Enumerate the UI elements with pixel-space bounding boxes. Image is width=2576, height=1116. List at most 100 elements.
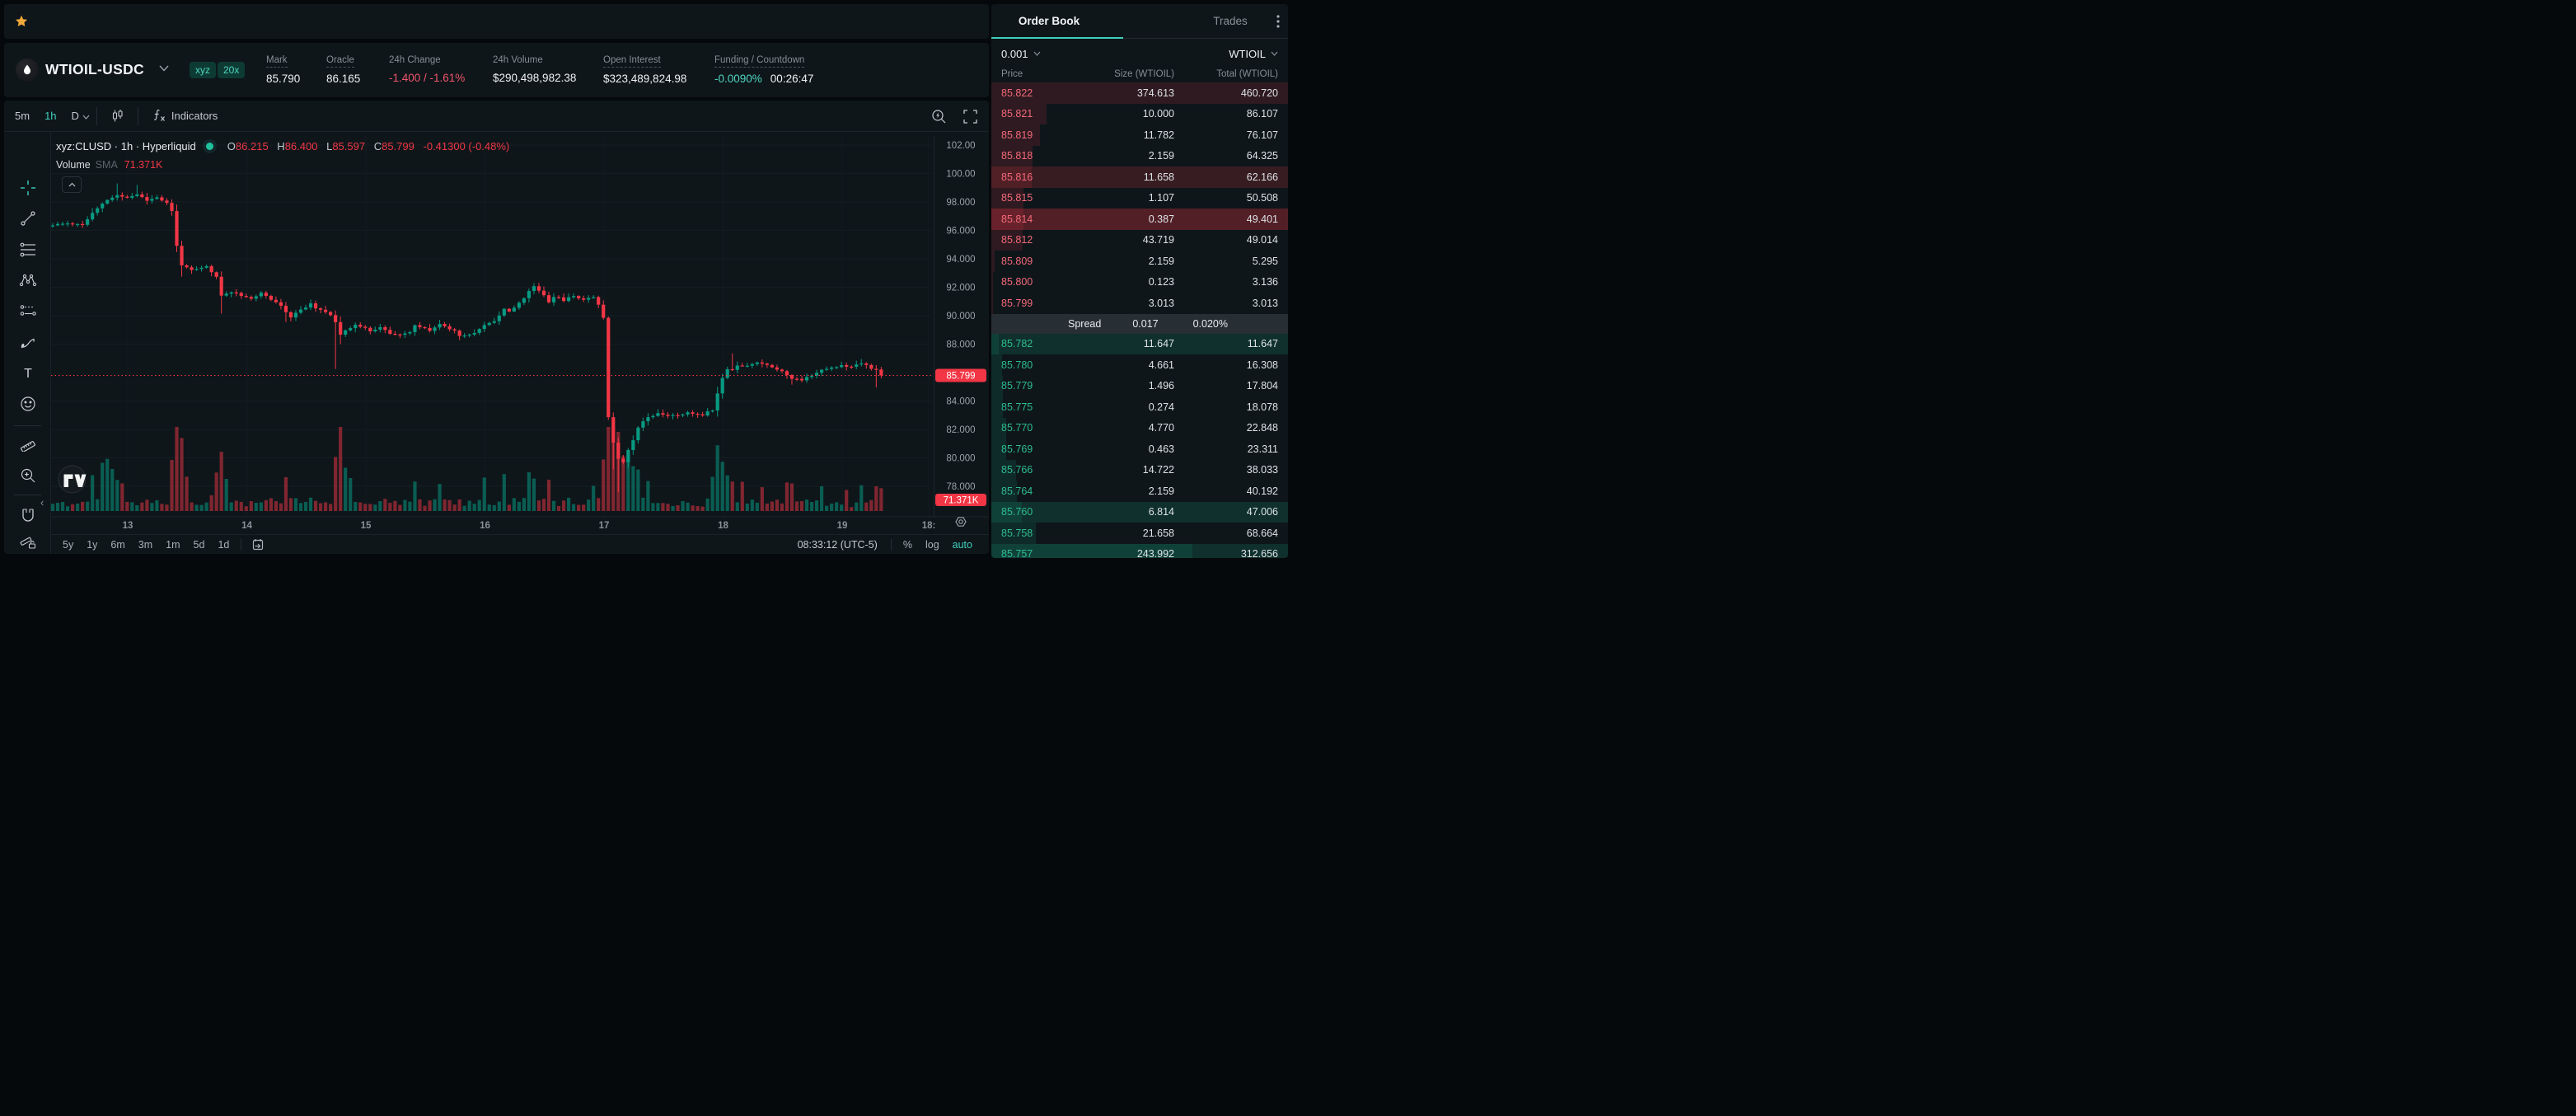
crosshair-tool-icon[interactable]: [20, 180, 36, 196]
ask-total: 460.720: [1240, 87, 1278, 99]
ask-row[interactable]: 85.809 2.159 5.295: [991, 251, 1288, 272]
ask-total: 5.295: [1252, 255, 1278, 267]
collapse-drawing-toolbar-arrow[interactable]: ‹: [40, 496, 44, 509]
ask-row[interactable]: 85.822 374.613 460.720: [991, 82, 1288, 104]
bid-row[interactable]: 85.775 0.274 18.078: [991, 396, 1288, 418]
legend-volume: Volume SMA 71.371K: [56, 159, 163, 171]
trend-line-tool-icon[interactable]: [20, 210, 36, 227]
measure-tool-icon[interactable]: [20, 435, 36, 452]
bid-row[interactable]: 85.764 2.159 40.192: [991, 481, 1288, 502]
bid-row[interactable]: 85.760 6.814 47.006: [991, 501, 1288, 523]
legend-symbol[interactable]: xyz:CLUSD · 1h · Hyperliquid: [56, 140, 196, 152]
brush-tool-icon[interactable]: [20, 334, 36, 350]
log-scale-button[interactable]: log: [925, 538, 939, 551]
unit-select[interactable]: WTIOIL: [1229, 48, 1278, 60]
text-tool-icon[interactable]: T: [20, 365, 36, 382]
range-1d[interactable]: 1d: [218, 538, 230, 551]
interval-5m[interactable]: 5m: [15, 110, 30, 122]
range-1y[interactable]: 1y: [87, 538, 98, 551]
bid-row[interactable]: 85.770 4.770 22.848: [991, 417, 1288, 438]
bid-row[interactable]: 85.780 4.661 16.308: [991, 354, 1288, 376]
bid-total: 68.664: [1246, 527, 1278, 539]
pair-chevron-down-icon[interactable]: [159, 65, 169, 72]
go-to-date-icon[interactable]: [251, 538, 265, 551]
bid-row[interactable]: 85.766 14.722 38.033: [991, 459, 1288, 481]
tab-order-book[interactable]: Order Book: [1018, 15, 1080, 27]
tab-trades[interactable]: Trades: [1213, 15, 1248, 27]
stat-24h-change-value: -1.400 / -1.61%: [389, 72, 466, 84]
interval-1d[interactable]: D: [71, 110, 79, 122]
projection-tool-icon[interactable]: [20, 302, 36, 319]
bid-total: 22.848: [1246, 422, 1278, 434]
ask-depth-bar: [991, 229, 1023, 251]
order-book-asks: 85.822 374.613 460.720 85.821 10.000 86.107 85…: [991, 82, 1288, 314]
bid-price: 85.760: [1001, 506, 1033, 518]
ask-price: 85.815: [1001, 192, 1033, 204]
ask-total: 76.107: [1246, 129, 1278, 141]
bid-row[interactable]: 85.782 11.647 11.647: [991, 333, 1288, 354]
range-5d[interactable]: 5d: [193, 538, 205, 551]
magnet-tool-icon[interactable]: [20, 508, 36, 524]
order-book-column-headers: Price Size (WTIOIL) Total (WTIOIL): [991, 66, 1288, 82]
chevron-down-icon: [1033, 51, 1040, 56]
tick-size-select[interactable]: 0.001: [1001, 48, 1041, 60]
ask-size: 10.000: [1142, 108, 1174, 120]
percent-scale-button[interactable]: %: [902, 538, 912, 551]
ask-row[interactable]: 85.816 11.658 62.166: [991, 166, 1288, 188]
bid-size: 6.814: [1148, 506, 1174, 518]
badge-leverage[interactable]: 20x: [218, 62, 246, 78]
ask-row[interactable]: 85.799 3.013 3.013: [991, 293, 1288, 314]
bid-price: 85.757: [1001, 548, 1033, 558]
xabcd-pattern-tool-icon[interactable]: [20, 272, 36, 288]
range-1m[interactable]: 1m: [166, 538, 180, 551]
svg-text:82.000: 82.000: [946, 425, 975, 435]
bid-price: 85.766: [1001, 464, 1033, 476]
legend-ohlc: O86.215 H86.400 L85.597 C85.799 -0.41300…: [227, 140, 510, 152]
zoom-in-tool-icon[interactable]: [20, 467, 36, 484]
ask-row[interactable]: 85.814 0.387 49.401: [991, 209, 1288, 230]
legend-collapse-button[interactable]: [62, 176, 82, 193]
badge-xyz[interactable]: xyz: [190, 62, 216, 78]
emoji-tool-icon[interactable]: [20, 396, 36, 412]
price-chart-canvas[interactable]: 102.00 100.00 98.000 96.000 94.000 92.000 90.0…: [4, 101, 989, 554]
ask-row[interactable]: 85.818 2.159 64.325: [991, 145, 1288, 166]
bid-row[interactable]: 85.757 243.992 312.656: [991, 543, 1288, 558]
range-6m[interactable]: 6m: [110, 538, 125, 551]
indicators-button[interactable]: Indicators: [171, 110, 218, 122]
fib-retracement-tool-icon[interactable]: [20, 241, 36, 258]
ask-total: 3.013: [1252, 297, 1278, 309]
auto-scale-button[interactable]: auto: [952, 538, 972, 551]
ask-row[interactable]: 85.821 10.000 86.107: [991, 103, 1288, 124]
ask-row[interactable]: 85.815 1.107 50.508: [991, 187, 1288, 209]
drawing-lock-tool-icon[interactable]: [20, 533, 36, 550]
svg-text:18: 18: [718, 521, 728, 531]
ask-row[interactable]: 85.812 43.719 49.014: [991, 229, 1288, 251]
kebab-menu-icon[interactable]: [1276, 15, 1280, 28]
svg-text:88.000: 88.000: [946, 340, 975, 350]
quick-search-icon[interactable]: [931, 109, 947, 124]
chart-type-candles-icon[interactable]: [104, 109, 131, 123]
ask-depth-bar: [991, 145, 1033, 166]
ask-row[interactable]: 85.800 0.123 3.136: [991, 271, 1288, 293]
ask-depth-bar: [991, 293, 994, 314]
interval-chevron-down-icon[interactable]: [82, 115, 90, 120]
bid-price: 85.769: [1001, 443, 1033, 455]
fullscreen-icon[interactable]: [963, 109, 977, 124]
range-3m[interactable]: 3m: [138, 538, 153, 551]
clock-timezone[interactable]: 08:33:12 (UTC-5): [797, 538, 878, 551]
svg-text:102.00: 102.00: [946, 141, 975, 151]
stat-oracle: Oracle 86.165: [326, 52, 360, 85]
spread-row[interactable]: Spread 0.017 0.020%: [991, 313, 1288, 334]
range-5y[interactable]: 5y: [63, 538, 74, 551]
indicators-fx-icon[interactable]: [145, 109, 170, 123]
bid-row[interactable]: 85.769 0.463 23.311: [991, 438, 1288, 460]
bid-row[interactable]: 85.779 1.496 17.804: [991, 375, 1288, 396]
ask-row[interactable]: 85.819 11.782 76.107: [991, 124, 1288, 146]
pair-title[interactable]: WTIOIL-USDC: [45, 61, 144, 77]
spread-label: Spread: [1068, 317, 1102, 330]
interval-1h[interactable]: 1h: [44, 110, 57, 122]
ask-price: 85.822: [1001, 87, 1033, 99]
favorite-star-icon[interactable]: [15, 15, 28, 28]
bid-row[interactable]: 85.758 21.658 68.664: [991, 523, 1288, 544]
col-header-total: Total (WTIOIL): [1216, 69, 1278, 79]
